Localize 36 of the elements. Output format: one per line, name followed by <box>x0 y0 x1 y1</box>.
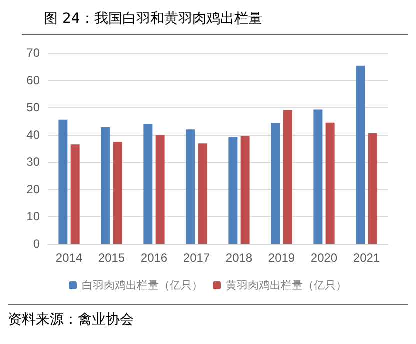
legend-label: 白羽肉鸡出栏量（亿只） <box>82 279 203 292</box>
bar <box>326 122 335 244</box>
bar <box>228 137 238 244</box>
y-tick-label: 50 <box>26 100 40 115</box>
chart-title: 图 24：我国白羽和黄羽肉鸡出栏量 <box>22 8 408 35</box>
bar <box>368 133 378 244</box>
bar <box>58 120 68 244</box>
bar <box>314 110 323 244</box>
bar <box>186 130 196 244</box>
y-tick-label: 60 <box>26 73 40 88</box>
y-tick-label: 10 <box>26 210 40 224</box>
bar <box>156 135 165 244</box>
bar <box>70 144 80 244</box>
bar <box>271 123 280 244</box>
bar <box>198 144 208 244</box>
y-tick-label: 0 <box>33 237 40 251</box>
y-tick-label: 70 <box>26 46 40 60</box>
x-tick-label: 2017 <box>183 251 210 265</box>
x-tick-label: 2018 <box>226 251 253 265</box>
legend-label: 黄羽肉鸡出栏量（亿只） <box>226 279 347 292</box>
y-tick-label: 20 <box>26 182 40 196</box>
x-tick-label: 2020 <box>310 251 338 265</box>
bar <box>283 110 292 244</box>
x-tick-label: 2016 <box>140 251 168 265</box>
text: 资料来源：禽业协会 <box>8 311 135 329</box>
bar <box>144 124 153 244</box>
x-tick-label: 2021 <box>353 251 380 265</box>
x-tick-label: 2015 <box>98 251 126 265</box>
bar <box>356 66 366 244</box>
y-tick-label: 40 <box>26 128 40 142</box>
y-tick-label: 30 <box>26 155 40 170</box>
bar <box>240 136 250 244</box>
bar <box>113 142 122 244</box>
x-tick-label: 2014 <box>56 251 83 265</box>
x-tick-label: 2019 <box>268 251 296 265</box>
bar <box>101 127 110 244</box>
